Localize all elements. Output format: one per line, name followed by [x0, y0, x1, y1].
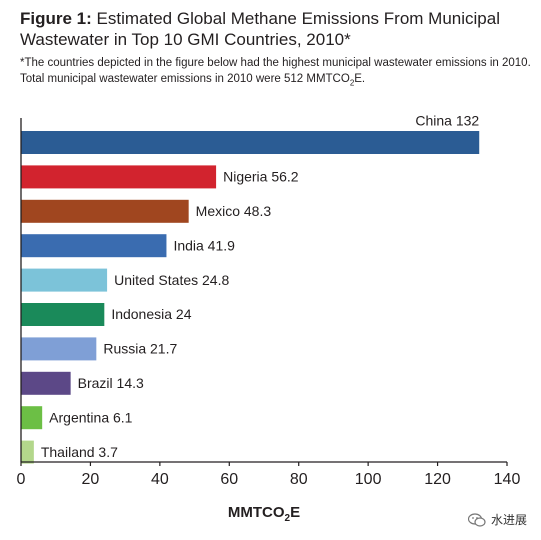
- wechat-icon: [467, 512, 486, 527]
- data-label: China 132: [415, 113, 479, 129]
- x-tick-label: 140: [494, 471, 521, 488]
- x-axis-label-end: E: [290, 504, 300, 521]
- x-tick-label: 60: [220, 471, 238, 488]
- x-tick-label: 80: [290, 471, 308, 488]
- data-label: Nigeria 56.2: [223, 169, 299, 185]
- bar-united-states: [21, 268, 108, 292]
- bar-india: [21, 234, 167, 258]
- data-label: Brazil 14.3: [78, 375, 144, 391]
- x-tick-label: 0: [17, 471, 26, 488]
- note-text: *The countries depicted in the figure be…: [20, 57, 531, 85]
- data-label: United States 24.8: [114, 272, 229, 288]
- x-tick-label: 20: [82, 471, 100, 488]
- x-axis-label-main: MMTCO: [228, 504, 285, 521]
- bar-russia: [21, 337, 97, 361]
- bar-brazil: [21, 371, 71, 395]
- note-text-end: E.: [354, 73, 366, 85]
- x-tick-label: 40: [151, 471, 169, 488]
- watermark-text: 水进展: [490, 513, 527, 527]
- bar-nigeria: [21, 165, 217, 189]
- figure-label: Figure 1:: [20, 9, 92, 28]
- title-text: Estimated Global Methane Emissions From …: [20, 9, 500, 49]
- data-label: Mexico 48.3: [196, 203, 272, 219]
- note-subscript: 2: [349, 78, 355, 88]
- bar-mexico: [21, 199, 189, 223]
- bar-argentina: [21, 406, 43, 430]
- bar-china: [21, 131, 480, 154]
- data-label: India 41.9: [173, 237, 235, 253]
- x-axis-label-sub: 2: [285, 513, 291, 524]
- x-tick-label: 100: [355, 471, 382, 488]
- chart-title: Figure 1: Estimated Global Methane Emiss…: [20, 8, 535, 50]
- data-label: Thailand 3.7: [41, 444, 118, 460]
- chart-note: *The countries depicted in the figure be…: [20, 55, 535, 91]
- data-label: Argentina 6.1: [49, 409, 132, 425]
- data-label: Indonesia 24: [111, 306, 191, 322]
- bar-indonesia: [21, 303, 105, 326]
- x-axis-label: MMTCO2E: [228, 504, 300, 524]
- x-tick-label: 120: [424, 471, 451, 488]
- data-label: Russia 21.7: [103, 341, 177, 357]
- watermark: 水进展: [467, 511, 527, 528]
- bar-thailand: [21, 440, 34, 464]
